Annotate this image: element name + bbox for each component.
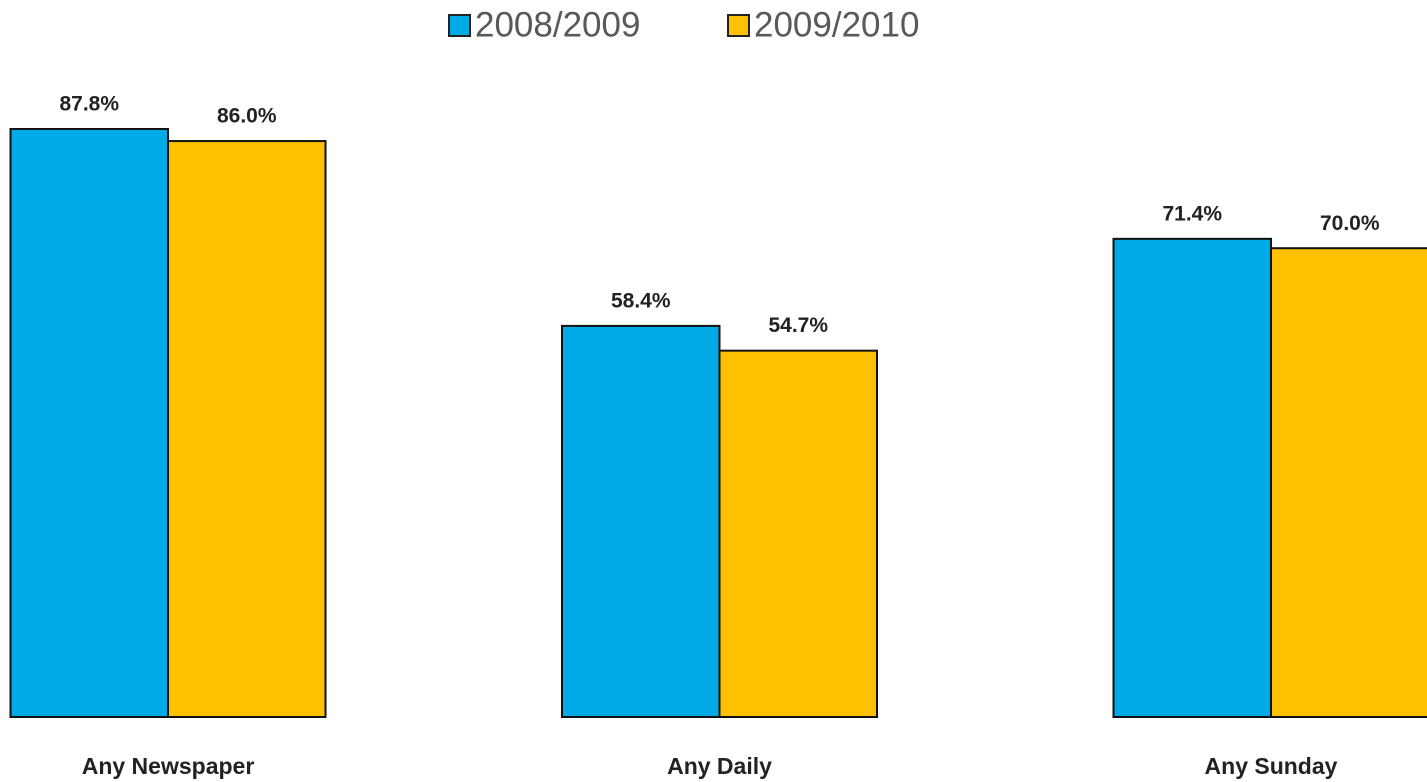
bar bbox=[561, 324, 721, 718]
bar bbox=[1270, 247, 1427, 719]
value-label: 86.0% bbox=[217, 105, 277, 128]
x-tick-label: Any Sunday bbox=[1205, 753, 1338, 779]
bar bbox=[167, 140, 327, 719]
legend-label: 2009/2010 bbox=[754, 5, 919, 44]
x-tick-label: Any Newspaper bbox=[82, 753, 255, 779]
bar bbox=[9, 128, 169, 718]
legend-swatch bbox=[448, 14, 471, 37]
x-tick-label: Any Daily bbox=[667, 753, 772, 779]
legend-label: 2008/2009 bbox=[475, 5, 640, 44]
value-label: 70.0% bbox=[1320, 212, 1380, 235]
value-label: 54.7% bbox=[768, 314, 828, 337]
value-label: 58.4% bbox=[611, 289, 671, 312]
bar bbox=[718, 349, 878, 718]
legend-swatch bbox=[727, 14, 750, 37]
bar bbox=[1112, 237, 1272, 718]
value-label: 87.8% bbox=[59, 93, 119, 116]
value-label: 71.4% bbox=[1162, 202, 1222, 225]
